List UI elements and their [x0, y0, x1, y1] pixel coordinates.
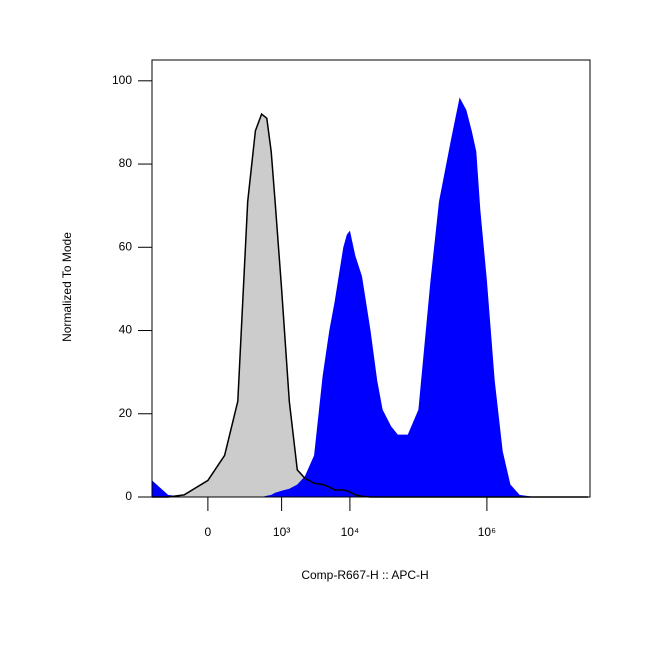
y-tick-label: 40: [119, 323, 133, 337]
y-tick-label: 100: [112, 73, 132, 87]
y-tick-label: 20: [119, 406, 133, 420]
y-axis-label: Normalized To Mode: [60, 232, 74, 342]
x-tick-label: 10⁶: [478, 525, 496, 539]
x-axis-label: Comp-R667-H :: APC-H: [301, 568, 428, 582]
x-tick-label: 10⁴: [341, 525, 360, 539]
histogram-area: [152, 114, 589, 497]
plot-frame: [151, 59, 591, 498]
y-tick-label: 60: [119, 239, 133, 253]
x-tick-label: 10³: [273, 525, 290, 539]
x-tick-label: 0: [205, 525, 212, 539]
y-tick-label: 80: [119, 156, 133, 170]
histogram-area: [152, 97, 589, 497]
y-tick-label: 0: [125, 489, 132, 503]
